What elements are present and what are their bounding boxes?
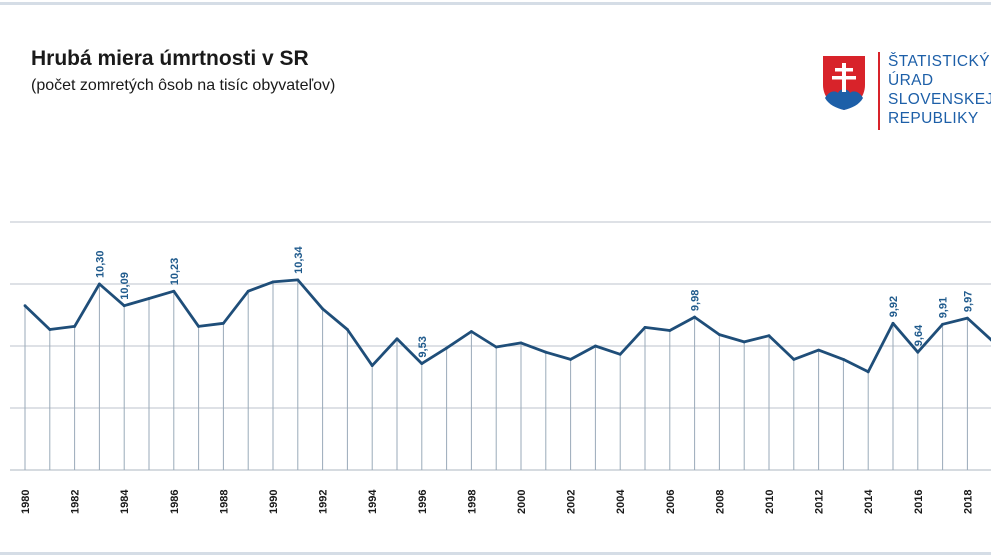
logo-wordmark: ŠTATISTICKÝ ÚRAD SLOVENSKEJ REPUBLIKY [888, 52, 991, 128]
year-stems [24, 279, 968, 470]
chart-title: Hrubá miera úmrtnosti v SR [31, 47, 309, 70]
data-point [122, 304, 126, 308]
data-point [246, 289, 250, 293]
logo-line-3: SLOVENSKEJ [888, 91, 991, 108]
logo-line-2: ÚRAD [888, 72, 934, 89]
x-tick-label: 1988 [218, 490, 230, 514]
data-point [668, 329, 672, 332]
x-tick-label: 1980 [20, 490, 32, 514]
data-point [98, 282, 101, 286]
statistical-office-logo: ŠTATISTICKÝ ÚRAD SLOVENSKEJ REPUBLIKY [822, 52, 991, 132]
data-point [618, 352, 622, 356]
data-point [544, 350, 548, 354]
value-label: 9,92 [888, 296, 900, 317]
data-point [147, 297, 151, 300]
data-point [693, 315, 696, 319]
data-point [767, 334, 771, 338]
x-tick-label: 1984 [119, 489, 131, 514]
data-point [494, 345, 498, 349]
logo-line-1: ŠTATISTICKÝ [888, 53, 991, 70]
data-point [643, 326, 647, 329]
data-point [966, 316, 969, 320]
top-border [0, 2, 991, 5]
x-tick-label: 2002 [566, 490, 578, 514]
data-point [470, 330, 473, 333]
x-tick-label: 1986 [169, 490, 181, 514]
chart-subtitle: (počet zomretých ôsob na tisíc obyvateľo… [31, 77, 336, 94]
data-point [916, 350, 920, 354]
data-point [742, 340, 746, 344]
data-point [519, 341, 523, 345]
series [23, 278, 991, 374]
x-tick-label: 2018 [962, 490, 974, 514]
data-point [445, 346, 448, 350]
data-point [73, 324, 76, 328]
value-label: 9,98 [690, 290, 702, 311]
data-point [48, 328, 52, 331]
value-label: 9,91 [938, 297, 950, 318]
data-point [222, 321, 225, 325]
data-point [842, 358, 845, 361]
data-point [321, 307, 324, 311]
value-label: 10,30 [94, 250, 106, 278]
x-tick-label: 2016 [913, 490, 925, 514]
data-point [172, 289, 176, 293]
data-point [197, 324, 201, 328]
x-tick-label: 1998 [466, 490, 478, 514]
data-point [941, 322, 944, 326]
data-point [569, 358, 572, 361]
data-point [792, 358, 796, 361]
x-tick-label: 2014 [863, 489, 875, 514]
x-axis: 1980 1982 1984 1986 1988 1990 1992 1994 1996 1998… [20, 489, 974, 514]
logo-divider [878, 52, 880, 130]
bottom-border [0, 552, 991, 555]
value-label: 10,09 [119, 272, 131, 300]
value-labels: 10,30 10,09 10,23 10,34 9,53 9,98 9,92 9,64 9,91… [94, 245, 974, 357]
x-tick-label: 2012 [814, 490, 826, 514]
x-tick-label: 2006 [665, 490, 677, 514]
x-tick-label: 2008 [714, 490, 726, 514]
data-point [296, 278, 300, 282]
logo-line-4: REPUBLIKY [888, 110, 979, 127]
x-tick-label: 1994 [367, 489, 379, 514]
x-tick-label: 2010 [764, 490, 776, 514]
value-label: 9,64 [913, 324, 925, 346]
x-tick-label: 1982 [70, 490, 82, 514]
data-point [718, 333, 721, 337]
data-point [395, 337, 399, 341]
x-tick-label: 2004 [615, 489, 627, 514]
data-point [891, 321, 895, 325]
data-point [594, 344, 597, 348]
data-point [271, 280, 275, 284]
x-tick-label: 2000 [516, 490, 528, 514]
data-point [817, 348, 820, 352]
data-point [866, 370, 870, 374]
value-label: 10,34 [293, 245, 305, 273]
value-label: 9,97 [962, 291, 974, 312]
x-tick-label: 1996 [417, 490, 429, 514]
x-tick-label: 1990 [268, 490, 280, 514]
slovak-coat-of-arms-icon [823, 56, 865, 110]
value-label: 9,53 [417, 336, 429, 357]
series-line [24, 278, 991, 374]
data-point [346, 328, 349, 331]
x-tick-label: 1992 [318, 490, 330, 514]
data-point [370, 364, 374, 368]
value-label: 10,23 [169, 258, 181, 286]
data-point [420, 362, 424, 365]
data-point [23, 304, 27, 308]
